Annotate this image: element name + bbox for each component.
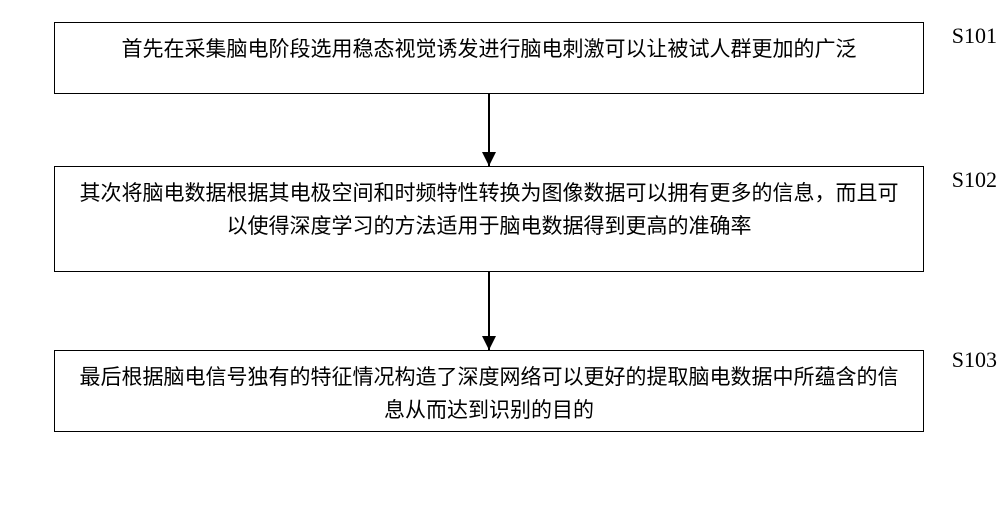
step-text-2: 其次将脑电数据根据其电极空间和时频特性转换为图像数据可以拥有更多的信息，而且可以… (80, 181, 899, 238)
step-label-2: S102 (952, 163, 997, 197)
step-box-1: 首先在采集脑电阶段选用稳态视觉诱发进行脑电刺激可以让被试人群更加的广泛 S101 (54, 22, 924, 94)
arrow-head-2 (482, 336, 496, 350)
flowchart-container: 首先在采集脑电阶段选用稳态视觉诱发进行脑电刺激可以让被试人群更加的广泛 S101… (54, 22, 924, 432)
step-label-3: S103 (952, 343, 997, 377)
arrow-head-1 (482, 152, 496, 166)
step-label-1: S101 (952, 19, 997, 53)
step-box-3: 最后根据脑电信号独有的特征情况构造了深度网络可以更好的提取脑电数据中所蕴含的信息… (54, 350, 924, 432)
arrow-1 (54, 94, 924, 166)
step-text-1: 首先在采集脑电阶段选用稳态视觉诱发进行脑电刺激可以让被试人群更加的广泛 (122, 37, 857, 61)
step-box-2: 其次将脑电数据根据其电极空间和时频特性转换为图像数据可以拥有更多的信息，而且可以… (54, 166, 924, 272)
arrow-2 (54, 272, 924, 350)
step-text-3: 最后根据脑电信号独有的特征情况构造了深度网络可以更好的提取脑电数据中所蕴含的信息… (80, 365, 899, 422)
